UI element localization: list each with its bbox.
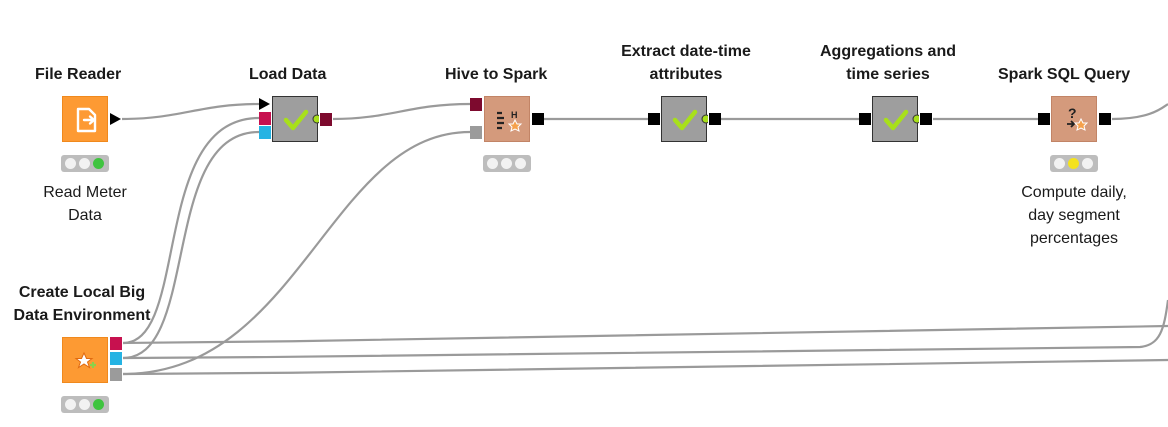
checkmark-icon — [283, 109, 319, 131]
extract-datetime-output-port[interactable] — [709, 113, 721, 125]
title-line: Extract date-time — [621, 43, 751, 60]
spark-sql-status — [1050, 155, 1098, 172]
description-line: day segment — [1028, 207, 1120, 224]
connection-bigdata-to-hive[interactable] — [122, 130, 471, 376]
connection-bigdata-to-loaddata-magenta[interactable] — [122, 116, 260, 345]
file-reader-output-port[interactable] — [110, 113, 121, 125]
node-title-aggregations: Aggregations and time series — [810, 40, 966, 86]
hive-to-spark-status — [483, 155, 531, 172]
connection-bigdata-out-gray[interactable] — [122, 358, 1168, 376]
connection-bigdata-out-magenta[interactable] — [122, 324, 1168, 345]
hive-to-spark-input-port-spark[interactable] — [470, 126, 482, 139]
node-title-file-reader: File Reader — [35, 66, 122, 83]
node-title-load-data: Load Data — [249, 66, 327, 83]
load-data-output-port[interactable] — [320, 113, 332, 126]
svg-text:H: H — [511, 110, 518, 120]
status-light-yellow — [79, 158, 90, 169]
extract-datetime-node[interactable] — [661, 96, 708, 142]
checkmark-icon — [672, 109, 708, 131]
status-light-green — [93, 158, 104, 169]
title-line: Data Environment — [13, 307, 151, 324]
node-title-create-local-bigdata: Create Local Big Data Environment — [4, 281, 160, 327]
status-light-red — [487, 158, 498, 169]
load-data-input-port-table[interactable] — [259, 98, 270, 110]
spark-sql-output-port[interactable] — [1099, 113, 1111, 125]
status-light-red — [65, 158, 76, 169]
connection-sparksql-out[interactable] — [1111, 103, 1168, 121]
aggregations-output-port[interactable] — [920, 113, 932, 125]
connection-bigdata-out-cyan[interactable] — [122, 299, 1168, 360]
node-description-file-reader: Read Meter Data — [37, 181, 133, 227]
create-local-bigdata-icon — [74, 351, 96, 369]
spark-sql-icon: ? — [1067, 105, 1089, 131]
connection-bigdata-to-loaddata-cyan[interactable] — [122, 130, 260, 360]
create-local-bigdata-output-port-gray[interactable] — [110, 368, 122, 381]
aggregations-node[interactable] — [872, 96, 919, 142]
status-light-red — [1054, 158, 1065, 169]
create-local-bigdata-output-port-cyan[interactable] — [110, 352, 122, 365]
extract-datetime-input-port[interactable] — [648, 113, 660, 125]
status-light-green — [515, 158, 526, 169]
description-line: Read Meter — [43, 184, 127, 201]
node-title-extract-datetime: Extract date-time attributes — [606, 40, 766, 86]
hive-to-spark-output-port[interactable] — [532, 113, 544, 125]
file-reader-node[interactable] — [62, 96, 108, 142]
status-light-yellow — [1068, 158, 1079, 169]
node-title-spark-sql: Spark SQL Query — [998, 66, 1131, 83]
connection-filereader-to-loaddata[interactable] — [121, 102, 260, 121]
title-line: attributes — [649, 66, 723, 83]
status-light-green — [93, 399, 104, 410]
status-light-yellow — [501, 158, 512, 169]
node-title-hive-to-spark: Hive to Spark — [445, 66, 548, 83]
status-light-yellow — [79, 399, 90, 410]
svg-text:?: ? — [1068, 105, 1077, 121]
status-light-green — [1082, 158, 1093, 169]
load-data-node[interactable] — [272, 96, 319, 142]
title-line: Aggregations and — [819, 43, 956, 60]
spark-sql-node[interactable]: ? — [1051, 96, 1097, 142]
file-reader-icon — [76, 107, 97, 133]
description-line: Data — [68, 207, 102, 224]
hive-to-spark-icon: H — [497, 110, 523, 132]
checkmark-icon — [883, 109, 919, 131]
create-local-bigdata-output-port-magenta[interactable] — [110, 337, 122, 350]
load-data-input-port-cyan[interactable] — [259, 126, 271, 139]
status-light-red — [65, 399, 76, 410]
spark-sql-input-port[interactable] — [1038, 113, 1050, 125]
description-line: percentages — [1029, 230, 1119, 247]
connection-loaddata-to-hive[interactable] — [332, 102, 471, 121]
title-line: time series — [846, 66, 930, 83]
file-reader-status — [61, 155, 109, 172]
hive-to-spark-input-port-db[interactable] — [470, 98, 482, 111]
title-line: Create Local Big — [18, 284, 146, 301]
load-data-input-port-magenta[interactable] — [259, 112, 271, 125]
create-local-bigdata-status — [61, 396, 109, 413]
node-description-spark-sql: Compute daily, day segment percentages — [1004, 181, 1144, 250]
hive-to-spark-node[interactable]: H — [484, 96, 530, 142]
aggregations-input-port[interactable] — [859, 113, 871, 125]
description-line: Compute daily, — [1021, 184, 1127, 201]
create-local-bigdata-node[interactable] — [62, 337, 108, 383]
